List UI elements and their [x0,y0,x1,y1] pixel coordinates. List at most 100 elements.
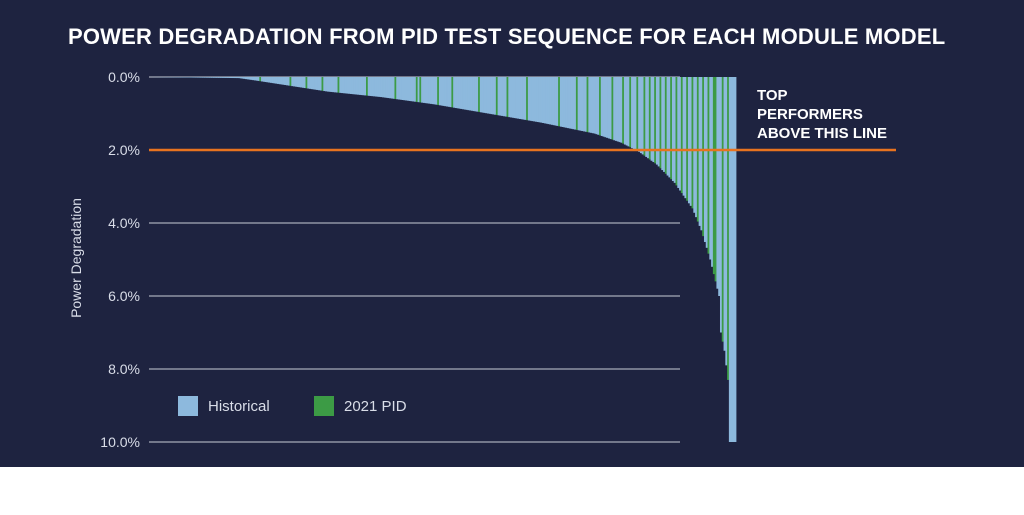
bar-historical [414,77,417,102]
bar-historical [581,77,584,132]
bar-historical [494,77,497,115]
bar-2021-pid [599,77,602,136]
bar-historical [499,77,502,116]
bar-historical [661,77,664,171]
bar-historical [666,77,669,176]
bar-historical [616,77,619,142]
bar-historical [269,77,273,83]
bar-historical [522,77,525,120]
bar-historical [392,77,395,99]
bar-historical [282,77,285,85]
bar-historical [508,77,511,118]
bar-historical [606,77,609,138]
bar-historical [275,77,278,84]
bar-historical [245,77,248,80]
bar-historical [405,77,408,101]
bar-historical [501,77,504,116]
annotation-line-1: TOP [757,87,788,104]
bar-historical [385,77,388,98]
bar-historical [243,77,246,79]
bar-2021-pid [451,77,454,108]
bar-historical [684,77,687,199]
bar-historical [211,77,214,78]
bar-2021-pid [437,77,440,105]
bar-historical [301,77,305,88]
bar-historical [663,77,666,172]
bar-2021-pid [622,77,625,144]
bar-historical [342,77,346,94]
bar-historical [431,77,435,105]
bar-historical [296,77,299,87]
bar-historical [344,77,347,94]
bar-historical [241,77,244,79]
bar-historical [513,77,516,119]
bar-historical [490,77,493,115]
bar-2021-pid [558,77,561,127]
bar-historical [339,77,342,93]
legend-swatch-historical [178,396,198,416]
bar-historical [294,77,298,87]
bar-historical [189,77,193,78]
bar-historical [549,77,552,125]
bar-historical [410,77,413,102]
bar-historical [364,77,367,96]
bar-historical [469,77,472,111]
bar-historical [502,77,506,117]
annotation-line-2: PERFORMERS [757,106,863,123]
bar-historical [497,77,500,116]
bar-historical [447,77,451,107]
bar-historical [615,77,618,141]
bar-historical [565,77,568,128]
bar-historical [556,77,559,126]
bar-2021-pid [680,77,684,194]
bar-historical [515,77,518,119]
bar-2021-pid [702,77,705,237]
bar-historical [449,77,452,108]
bar-historical [325,77,328,92]
bar-historical [307,77,310,89]
bar-historical [543,77,547,124]
bar-historical [200,77,203,78]
bar-historical [524,77,527,120]
bar-historical [309,77,312,89]
bar-historical [234,77,237,79]
bar-historical [559,77,563,127]
bar-historical [719,77,723,333]
bar-2021-pid [478,77,481,112]
bar-historical [271,77,274,84]
bar-historical [396,77,399,100]
y-tick-labels: 0.0% 2.0% 4.0% 6.0% 8.0% 10.0% [100,69,140,450]
bar-2021-pid [506,77,509,117]
bar-2021-pid [721,77,724,342]
bar-2021-pid [526,77,529,121]
bar-historical [625,77,628,146]
bar-historical [492,77,495,115]
bar-historical [408,77,411,101]
bar-historical [291,77,294,87]
bar-historical [205,77,209,78]
bar-historical [221,77,225,78]
bar-historical [561,77,564,127]
bar-2021-pid [727,77,730,380]
legend-item-2021-pid: 2021 PID [314,396,407,416]
bar-historical [355,77,358,95]
bar-2021-pid [415,77,418,102]
bar-historical [428,77,431,104]
bar-historical [252,77,255,81]
bar-historical [266,77,269,83]
legend-label-historical: Historical [208,397,270,415]
bar-historical [380,77,383,98]
bar-historical [369,77,372,96]
bar-historical [458,77,461,109]
bar-historical [284,77,287,86]
legend-item-historical: Historical [178,396,270,416]
bar-2021-pid [654,77,657,164]
bar-historical [225,77,228,78]
bar-historical [716,77,719,289]
bar-historical [378,77,381,97]
bar-historical [511,77,515,118]
bar-historical [232,77,235,79]
bar-2021-pid [586,77,589,133]
bar-historical [504,77,507,117]
bar-historical [335,77,338,93]
